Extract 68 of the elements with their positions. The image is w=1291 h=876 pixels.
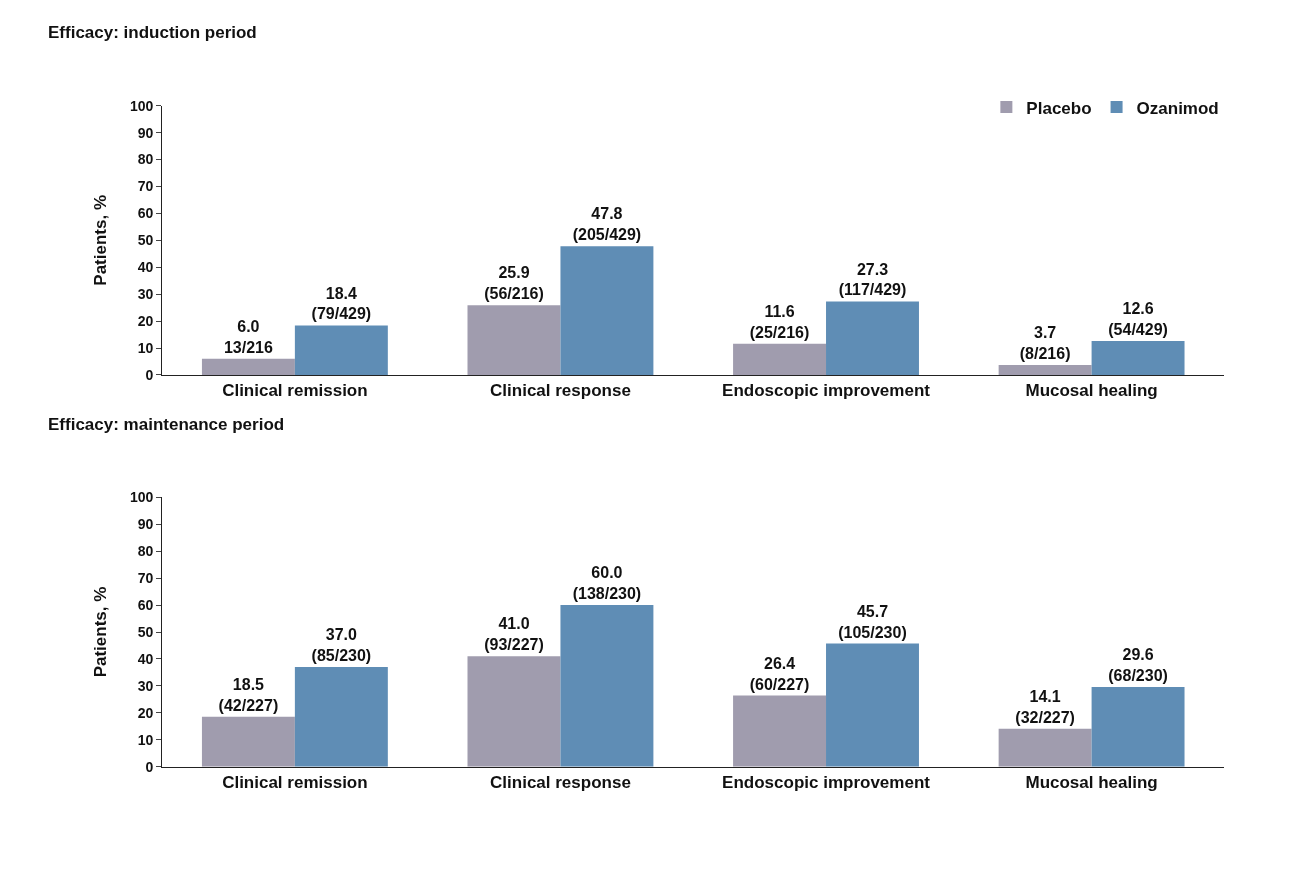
y-tick-label: 40 (137, 650, 154, 667)
y-axis-title: Patients, % (91, 194, 111, 286)
y-tick-label: 60 (137, 596, 154, 613)
data-label: 3.7 (8/216) (1019, 324, 1071, 362)
y-tick-label: 90 (137, 124, 154, 141)
data-label: 12.6 (54/429) (1108, 300, 1168, 339)
x-tick-label: Clinical remission (222, 773, 368, 793)
data-label: 25.9 (56/216) (484, 264, 544, 303)
bar (998, 728, 1092, 767)
bar (998, 365, 1092, 375)
data-label: 14.1 (32/227) (1015, 687, 1075, 726)
bar (467, 305, 561, 375)
y-tick-label: 70 (137, 178, 154, 195)
y-axis-title: Patients, % (91, 586, 111, 678)
data-label: 27.3 (117/429) (838, 260, 907, 299)
x-tick-label: Clinical response (490, 381, 631, 401)
bar (1091, 341, 1185, 375)
bar (1091, 686, 1185, 767)
bar (467, 656, 561, 767)
x-tick-label: Endoscopic improvement (722, 773, 931, 793)
data-label: 26.4 (60/227) (749, 654, 810, 693)
legend-label: Placebo (1026, 98, 1092, 118)
bar (733, 343, 827, 375)
data-label: 6.0 13/216 (223, 318, 273, 356)
y-tick-label: 80 (137, 151, 154, 168)
x-tick-label: Mucosal healing (1025, 381, 1158, 401)
chart-title: Efficacy: maintenance period (48, 415, 285, 434)
y-tick-label: 30 (137, 286, 154, 303)
y-tick-label: 70 (137, 570, 154, 587)
y-tick-label: 30 (137, 677, 154, 694)
bar (560, 605, 654, 767)
y-tick-label: 10 (137, 339, 154, 356)
y-tick-label: 40 (137, 259, 154, 276)
y-tick-label: 20 (137, 704, 154, 721)
y-tick-label: 50 (137, 232, 154, 249)
y-tick-label: 100 (129, 97, 154, 114)
x-tick-label: Clinical response (490, 773, 631, 793)
bar (201, 358, 295, 375)
bar (733, 695, 827, 767)
y-tick-label: 60 (137, 205, 154, 222)
data-label: 18.5 (42/227) (218, 676, 279, 714)
x-tick-label: Mucosal healing (1025, 773, 1158, 793)
x-tick-label: Endoscopic improvement (722, 381, 931, 401)
data-label: 41.0 (93/227) (484, 615, 544, 654)
bar (560, 246, 654, 375)
x-tick-label: Clinical remission (222, 381, 368, 401)
y-tick-label: 80 (137, 543, 154, 560)
data-label: 11.6 (25/216) (749, 302, 810, 341)
data-label: 47.8 (205/429) (572, 205, 642, 244)
y-tick-label: 50 (137, 623, 154, 640)
data-label: 45.7 (105/230) (838, 602, 907, 641)
bar (294, 667, 388, 767)
y-tick-label: 10 (137, 731, 154, 748)
bar (826, 301, 919, 375)
y-tick-label: 20 (137, 313, 154, 329)
y-tick-label: 0 (145, 366, 154, 383)
data-label: 37.0 (85/230) (311, 626, 372, 665)
bar (826, 643, 919, 767)
y-tick-label: 90 (137, 516, 154, 533)
data-label: 29.6 (68/230) (1108, 646, 1168, 684)
y-tick-label: 100 (129, 489, 154, 506)
chart-title: Efficacy: induction period (48, 23, 257, 42)
y-tick-label: 0 (145, 758, 154, 775)
bar (201, 716, 295, 767)
data-label: 60.0 (138/230) (572, 564, 642, 603)
legend-label: Ozanimod (1136, 98, 1219, 118)
bar (294, 325, 388, 375)
data-label: 18.4 (79/429) (311, 284, 372, 323)
